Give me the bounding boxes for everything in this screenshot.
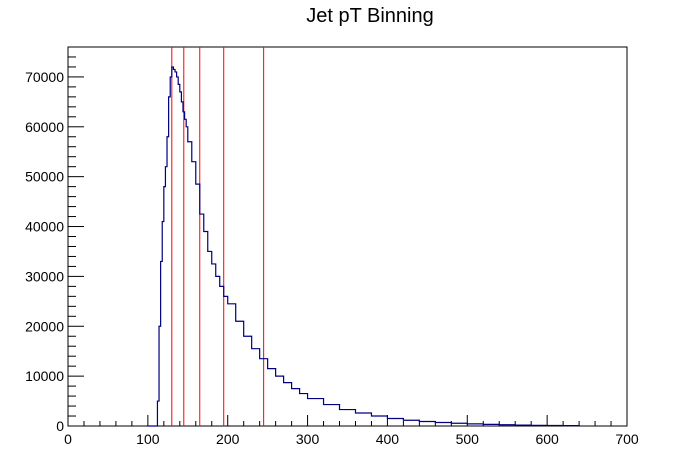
x-tick-label: 500 bbox=[456, 431, 480, 447]
y-tick-label: 70000 bbox=[25, 69, 64, 85]
x-tick-label: 300 bbox=[296, 431, 320, 447]
y-tick-label: 0 bbox=[56, 418, 64, 434]
x-tick-label: 100 bbox=[136, 431, 160, 447]
chart-title: Jet pT Binning bbox=[306, 5, 434, 27]
x-tick-label: 600 bbox=[535, 431, 559, 447]
y-axis: 0 10000 20000 30000 40000 50000 60000 70000 bbox=[25, 46, 84, 434]
x-tick-label: 700 bbox=[615, 431, 639, 447]
y-tick-label: 10000 bbox=[25, 368, 64, 384]
histogram-line bbox=[147, 66, 580, 427]
x-tick-label: 400 bbox=[376, 431, 400, 447]
y-tick-label: 60000 bbox=[25, 119, 64, 135]
y-tick-label: 50000 bbox=[25, 169, 64, 185]
x-tick-label: 0 bbox=[64, 431, 72, 447]
x-tick-label: 200 bbox=[216, 431, 240, 447]
plot-frame bbox=[67, 46, 628, 427]
y-tick-label: 40000 bbox=[25, 219, 64, 235]
x-axis: 0 100 200 300 400 500 600 700 bbox=[64, 415, 639, 447]
bin-boundary-lines bbox=[171, 47, 265, 426]
y-tick-label: 20000 bbox=[25, 318, 64, 334]
histogram-series bbox=[147, 66, 580, 427]
y-tick-label: 30000 bbox=[25, 268, 64, 284]
